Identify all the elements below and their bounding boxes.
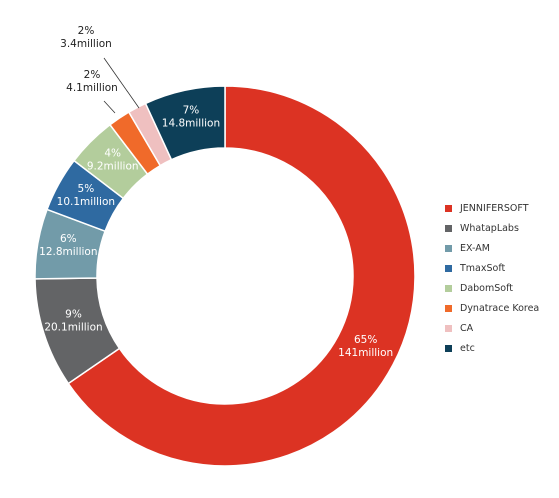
data-label-pct-tmaxsoft: 5% xyxy=(78,183,95,195)
leader-line-ca xyxy=(103,57,140,109)
data-label-pct-dabomsoft: 4% xyxy=(104,147,121,159)
data-label-value-jennifersoft: 141million xyxy=(338,347,393,359)
legend-swatch xyxy=(445,224,452,232)
legend-item-etc: etc xyxy=(445,338,555,358)
leader-lines-group xyxy=(103,57,140,114)
data-label-pct-jennifersoft: 65% xyxy=(354,334,377,346)
legend-swatch xyxy=(445,204,452,212)
legend-item-ca: CA xyxy=(445,318,555,338)
legend-item-dynatrace-korea: Dynatrace Korea xyxy=(445,298,555,318)
data-label-value-dabomsoft: 9.2million xyxy=(87,160,139,172)
legend-swatch xyxy=(445,284,452,292)
data-label-value-ca: 3.4million xyxy=(60,38,112,50)
data-label-pct-dynatrace-korea: 2% xyxy=(84,69,101,81)
slice-etc xyxy=(144,85,226,161)
data-label-value-whataplabs: 20.1million xyxy=(44,321,102,333)
data-label-pct-ca: 2% xyxy=(78,25,95,37)
legend-swatch xyxy=(445,304,452,312)
legend-label: EX-AM xyxy=(460,242,490,254)
slices-group xyxy=(34,85,416,467)
legend-label: JENNIFERSOFT xyxy=(460,202,529,214)
leader-line-dynatrace-korea xyxy=(103,100,116,114)
data-labels-group: 65%141million 9%20.1million 6%12.8million 5… xyxy=(39,25,393,359)
legend-swatch xyxy=(445,264,452,272)
legend-label: WhatapLabs xyxy=(460,222,519,234)
legend-item-tmaxsoft: TmaxSoft xyxy=(445,258,555,278)
legend-item-jennifersoft: JENNIFERSOFT xyxy=(445,198,555,218)
legend-label: TmaxSoft xyxy=(460,262,506,274)
legend-item-whataplabs: WhatapLabs xyxy=(445,218,555,238)
legend-swatch xyxy=(445,344,452,352)
legend-swatch xyxy=(445,324,452,332)
data-label-value-dynatrace-korea: 4.1million xyxy=(66,82,118,94)
legend-swatch xyxy=(445,244,452,252)
legend-label: DabomSoft xyxy=(460,282,513,294)
data-label-pct-whataplabs: 9% xyxy=(65,308,82,320)
legend-item-dabomsoft: DabomSoft xyxy=(445,278,555,298)
legend-item-ex-am: EX-AM xyxy=(445,238,555,258)
legend: JENNIFERSOFT WhatapLabs EX-AM TmaxSoft Dabom… xyxy=(445,198,555,358)
data-label-pct-etc: 7% xyxy=(183,105,200,117)
legend-label: Dynatrace Korea xyxy=(460,302,540,314)
data-label-pct-ex-am: 6% xyxy=(60,233,77,245)
data-label-value-tmaxsoft: 10.1million xyxy=(57,196,115,208)
legend-label: etc xyxy=(460,342,475,354)
data-label-value-ex-am: 12.8million xyxy=(39,246,97,258)
slice-jennifersoft xyxy=(67,85,416,467)
data-label-value-etc: 14.8million xyxy=(162,118,220,130)
legend-label: CA xyxy=(460,322,474,334)
